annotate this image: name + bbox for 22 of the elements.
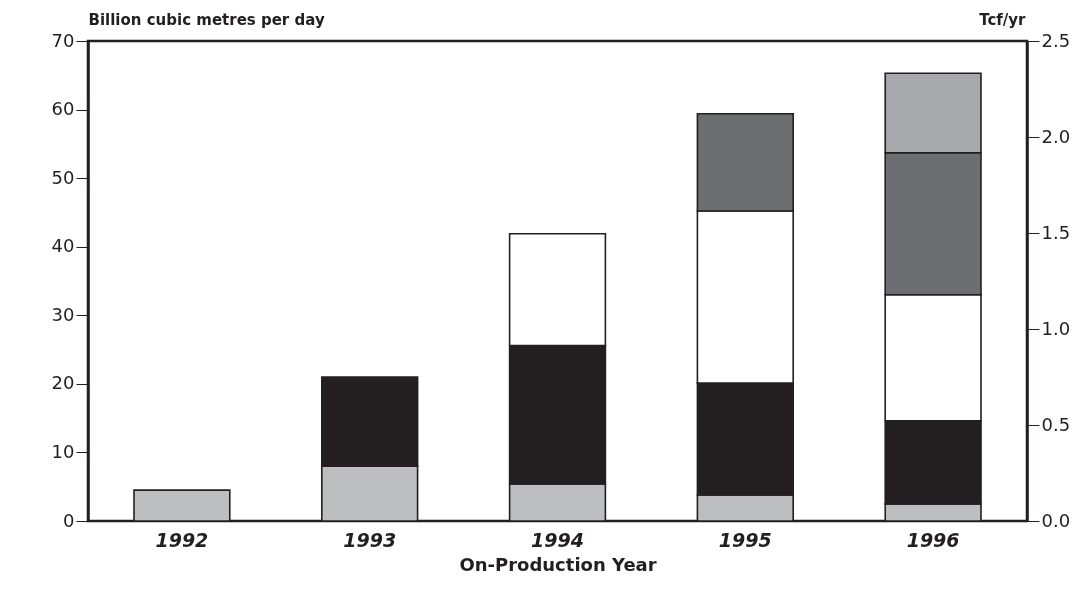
y2-tick-label: 1.5 (1041, 221, 1071, 243)
x-tick-label: 1996 (906, 528, 960, 551)
y2-axis-title: Tcf/yr (979, 10, 1027, 29)
y2-tick-label: 0.5 (1041, 413, 1071, 435)
y2-tick-label: 0.0 (1041, 509, 1071, 531)
y-tick-label: 70 (51, 29, 75, 51)
y2-tick-label: 2.0 (1041, 125, 1071, 147)
y2-tick-label: 2.5 (1041, 29, 1071, 51)
x-tick-label: 1993 (343, 528, 397, 551)
y-tick-label: 0 (63, 509, 75, 531)
y-tick-label: 50 (51, 166, 75, 188)
x-axis-title: On-Production Year (459, 553, 657, 575)
y-tick-label: 10 (51, 440, 75, 462)
x-tick-label: 1995 (718, 528, 772, 551)
y-tick-label: 30 (51, 303, 75, 325)
x-tick-label: 1992 (155, 528, 209, 551)
y-axis-title: Billion cubic metres per day (88, 10, 325, 29)
y-tick-label: 40 (51, 235, 75, 257)
y-tick-label: 20 (51, 372, 75, 394)
y2-tick-label: 1.0 (1041, 317, 1071, 339)
y-tick-label: 60 (51, 98, 75, 120)
x-tick-label: 1994 (531, 528, 584, 551)
